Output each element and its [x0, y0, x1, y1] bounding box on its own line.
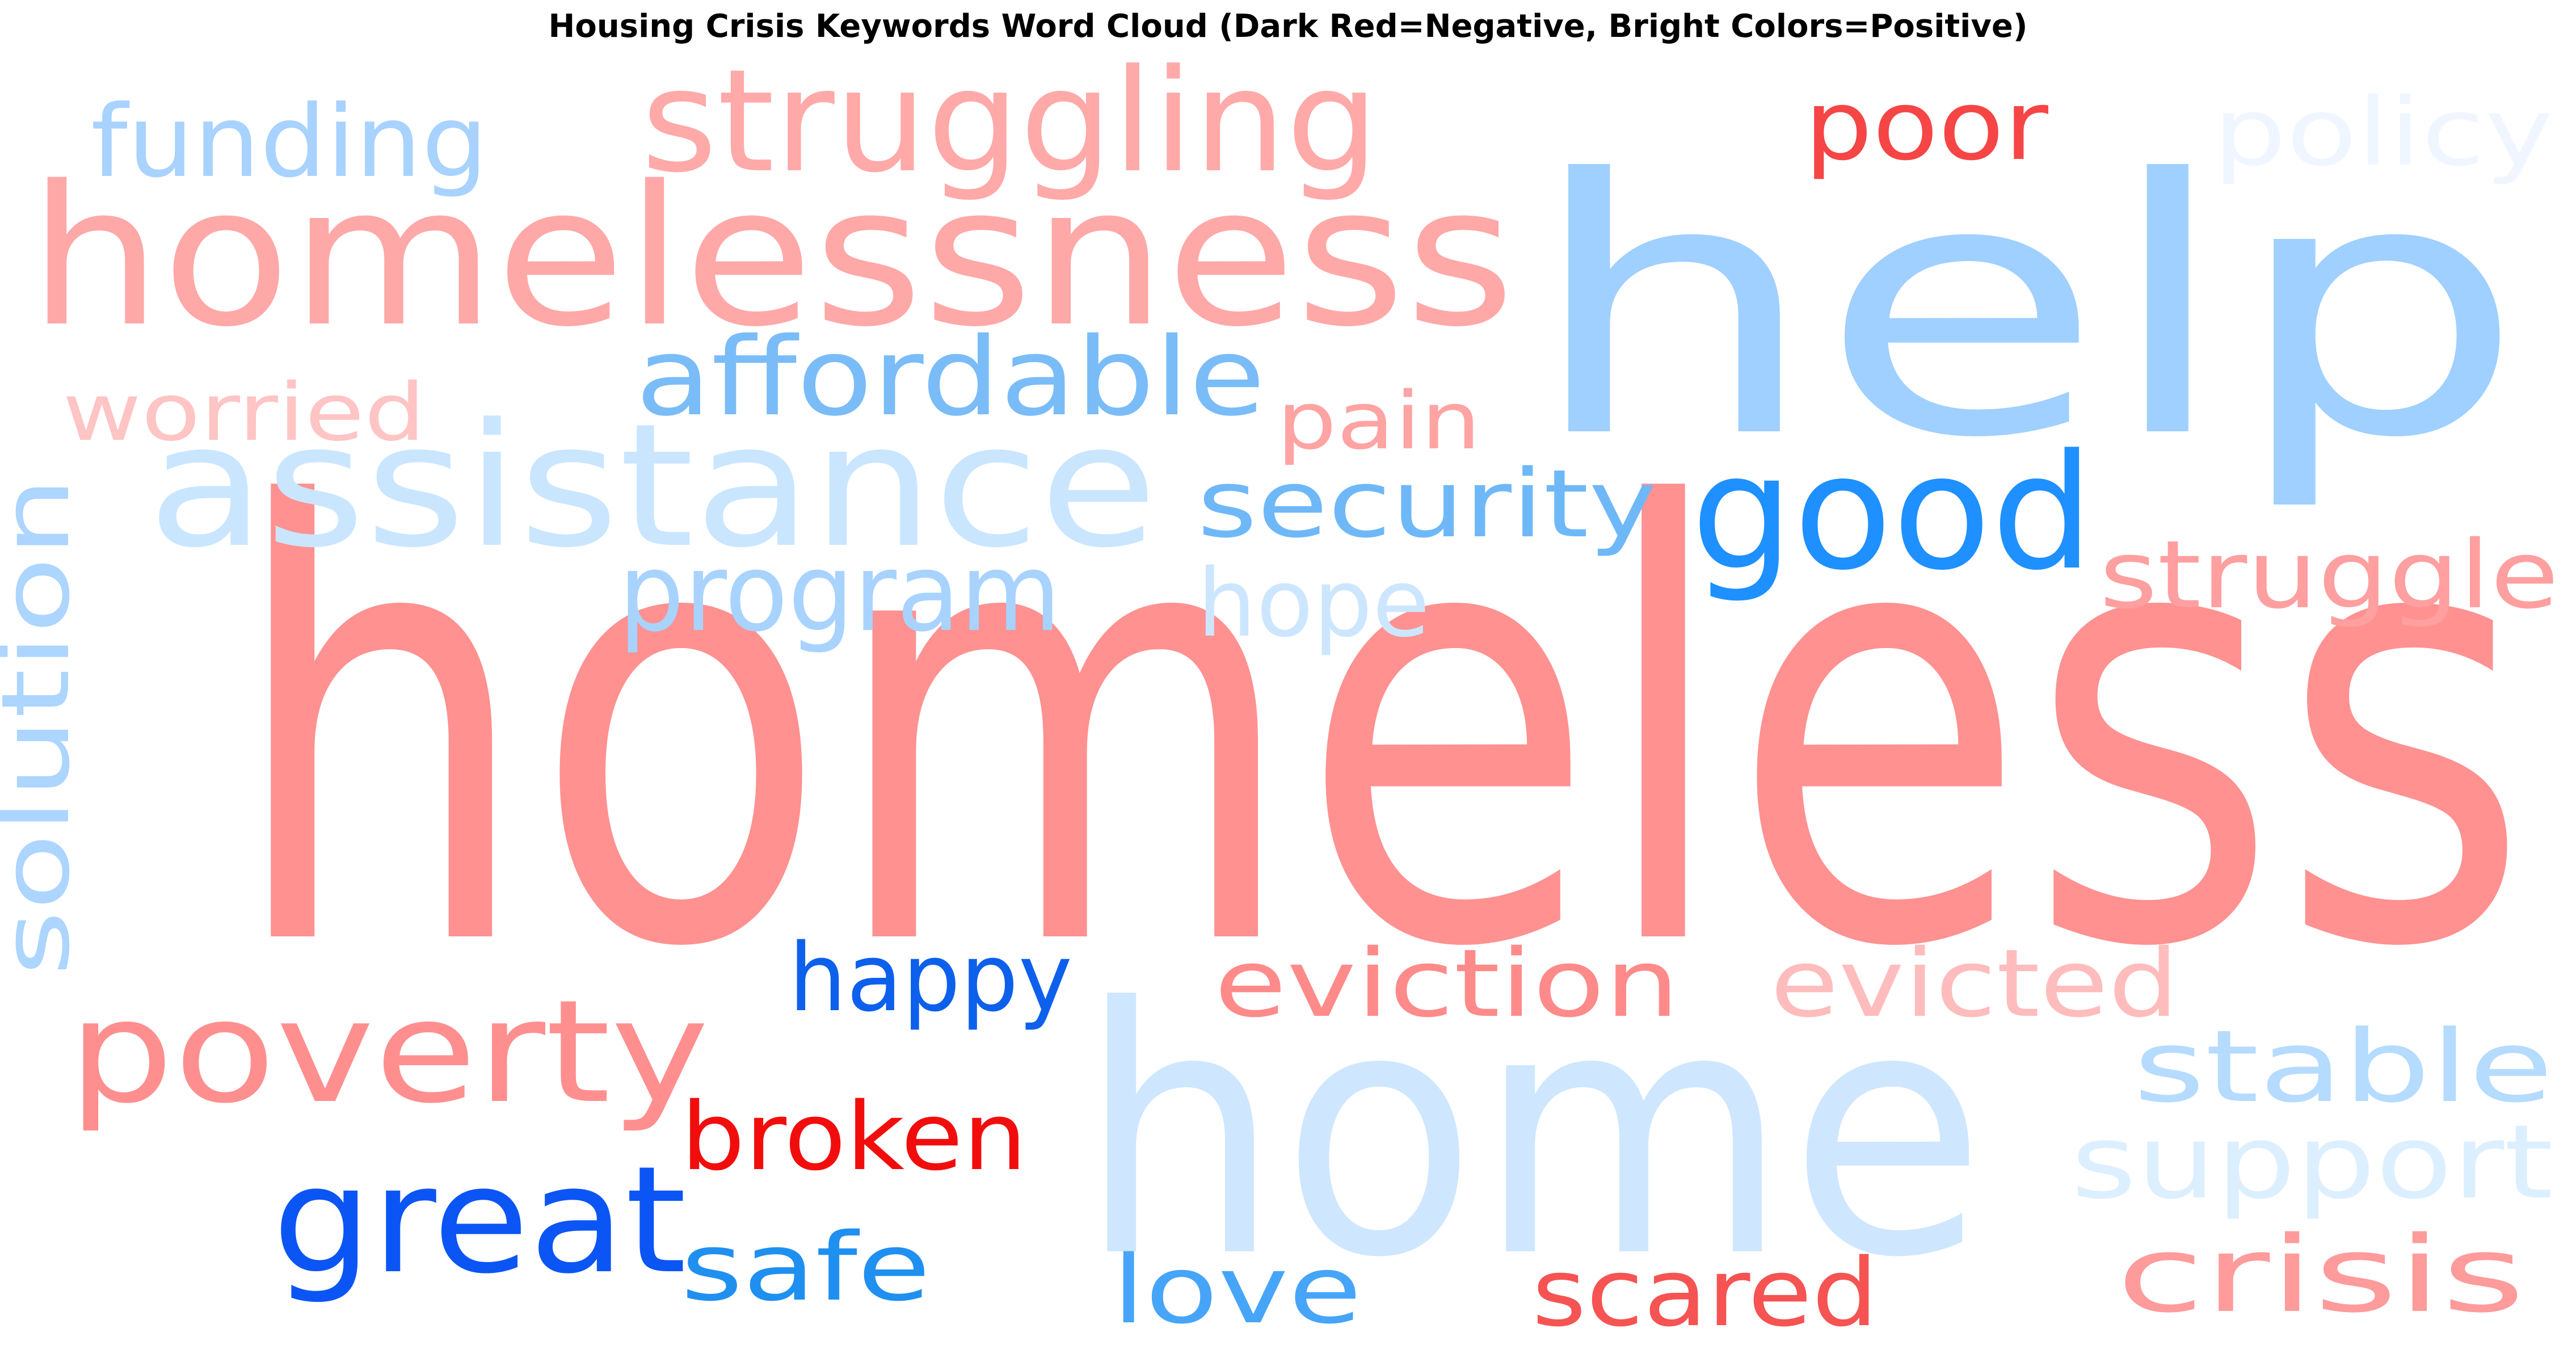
- word-affordable: affordable: [635, 314, 1265, 440]
- word-security: security: [1197, 449, 1657, 558]
- word-great: great: [272, 1135, 687, 1306]
- word-homelessness: homelessness: [28, 145, 1515, 369]
- word-homeless: homeless: [227, 383, 2531, 1077]
- word-eviction: eviction: [1214, 929, 1680, 1038]
- word-struggle: struggle: [2099, 520, 2559, 629]
- word-assistance: assistance: [148, 387, 1157, 585]
- word-happy: happy: [789, 923, 1072, 1032]
- word-struggling: struggling: [641, 39, 1379, 204]
- word-policy: policy: [2213, 78, 2553, 187]
- word-safe: safe: [681, 1213, 931, 1322]
- word-program: program: [618, 530, 1061, 655]
- word-funding: funding: [91, 85, 488, 200]
- chart-title: Housing Crisis Keywords Word Cloud (Dark…: [548, 8, 2028, 45]
- word-hope: hope: [1197, 549, 1430, 658]
- word-home: home: [1078, 935, 1986, 1332]
- word-stable: stable: [2133, 1010, 2553, 1125]
- word-help: help: [1526, 106, 2525, 515]
- word-poverty: poverty: [68, 969, 709, 1134]
- word-good: good: [1691, 421, 2094, 606]
- word-poor: poor: [1804, 70, 2048, 182]
- word-evicted: evicted: [1770, 929, 2179, 1038]
- word-broken: broken: [681, 1082, 1027, 1191]
- word-solution: solution: [0, 477, 90, 976]
- word-scared: scared: [1532, 1238, 1878, 1345]
- word-crisis: crisis: [2116, 1213, 2525, 1336]
- word-support: support: [2071, 1103, 2553, 1222]
- word-love: love: [1112, 1235, 1362, 1344]
- word-worried: worried: [62, 367, 426, 459]
- word-pain: pain: [1277, 375, 1481, 468]
